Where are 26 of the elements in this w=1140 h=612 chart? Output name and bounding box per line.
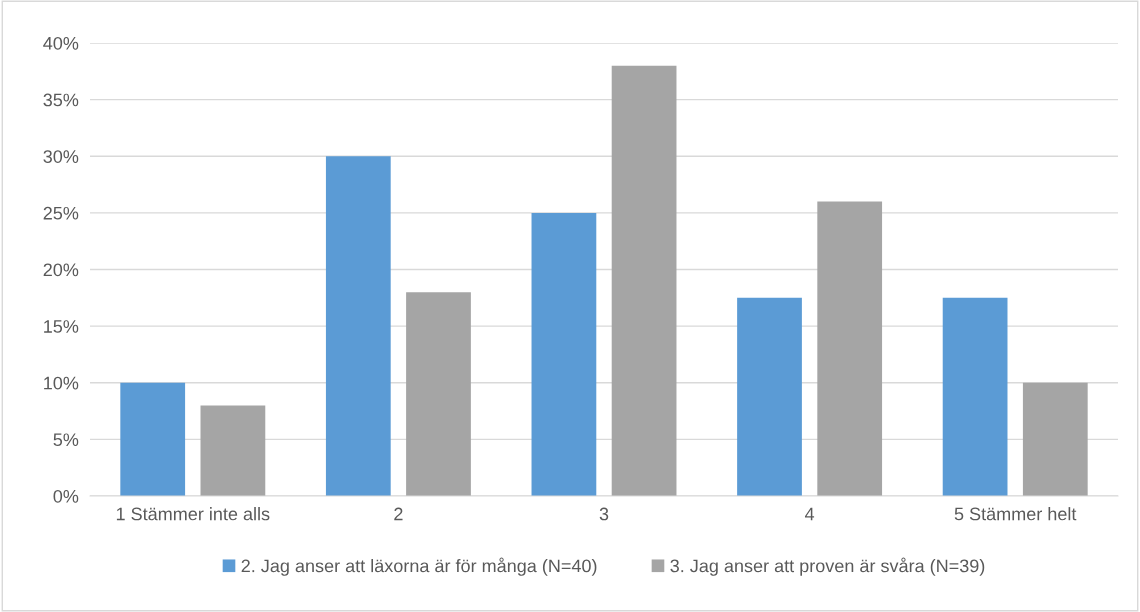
bar: [737, 297, 802, 496]
bar: [406, 292, 471, 496]
x-tick-label: 3: [599, 507, 609, 521]
bar: [1022, 382, 1088, 496]
y-tick-label: 10%: [44, 376, 79, 390]
bar: [325, 156, 391, 496]
bar: [531, 212, 597, 496]
bar: [120, 382, 186, 496]
bar: [200, 405, 266, 496]
bar: [817, 201, 883, 496]
legend-label: 2. Jag anser att läxorna är för många (N=40): [241, 557, 597, 576]
x-tick-label: 1 Stämmer inte alls: [116, 507, 270, 521]
x-tick-label: 4: [804, 507, 815, 521]
legend-label: 3. Jag anser att proven är svåra (N=39): [670, 557, 985, 576]
y-tick-label: 25%: [43, 206, 79, 220]
y-tick-label: 0%: [53, 489, 79, 503]
bar: [611, 65, 677, 496]
y-tick-label: 30%: [43, 150, 79, 163]
x-tick-label: 5 Stämmer helt: [954, 507, 1077, 521]
y-tick-label: 40%: [43, 36, 79, 50]
y-tick-label: 15%: [44, 320, 79, 333]
bar: [942, 297, 1008, 496]
y-tick-label: 35%: [43, 93, 79, 107]
y-tick-label: 20%: [43, 263, 79, 277]
x-tick-label: 2: [394, 507, 403, 521]
y-tick-label: 5%: [53, 433, 79, 447]
